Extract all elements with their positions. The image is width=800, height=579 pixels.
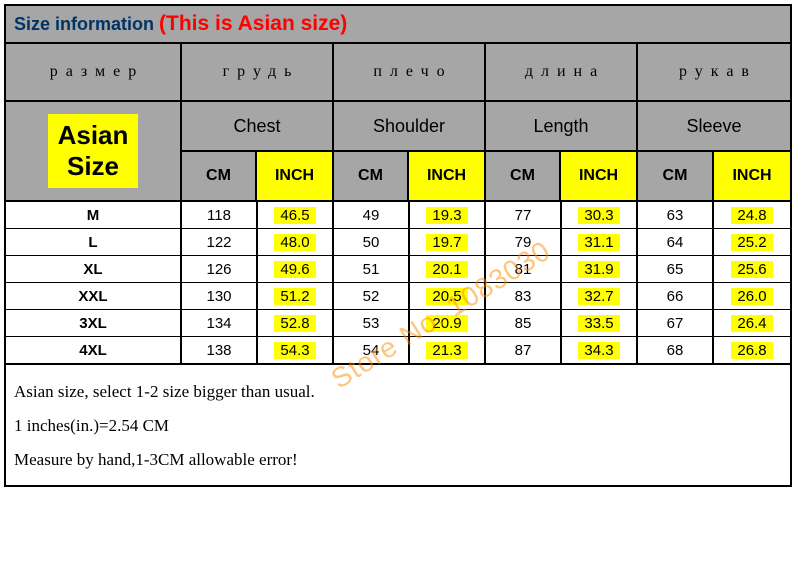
cell-sleeve-cm: 64 — [638, 229, 714, 255]
hdr-rus-chest: грудь — [182, 44, 334, 100]
cell-shoulder-cm: 51 — [334, 256, 410, 282]
cell-sleeve-in: 24.8 — [714, 202, 790, 228]
cell-length-in: 33.5 — [562, 310, 638, 336]
unit-cm: CM — [334, 152, 409, 200]
cell-sleeve-cm: 67 — [638, 310, 714, 336]
cell-shoulder-in: 21.3 — [410, 337, 486, 363]
cell-sleeve-cm: 63 — [638, 202, 714, 228]
table-row: XL12649.65120.18131.96525.6 — [6, 256, 790, 283]
col-chest: Chest CM INCH — [182, 102, 334, 200]
cell-chest-in: 48.0 — [258, 229, 334, 255]
cell-length-cm: 79 — [486, 229, 562, 255]
cell-length-cm: 87 — [486, 337, 562, 363]
label-length: Length — [486, 102, 636, 152]
label-shoulder: Shoulder — [334, 102, 484, 152]
label-chest: Chest — [182, 102, 332, 152]
unit-cm: CM — [486, 152, 561, 200]
cell-chest-cm: 134 — [182, 310, 258, 336]
note-line3: Measure by hand,1-3CM allowable error! — [14, 443, 782, 477]
cell-size: 3XL — [6, 310, 182, 336]
title-bar: Size information (This is Asian size) — [6, 6, 790, 44]
cell-shoulder-in: 19.7 — [410, 229, 486, 255]
table-row: L12248.05019.77931.16425.2 — [6, 229, 790, 256]
cell-length-in: 34.3 — [562, 337, 638, 363]
table-row: XXL13051.25220.58332.76626.0 — [6, 283, 790, 310]
cell-shoulder-cm: 54 — [334, 337, 410, 363]
cell-shoulder-in: 19.3 — [410, 202, 486, 228]
cell-chest-in: 49.6 — [258, 256, 334, 282]
cell-shoulder-in: 20.1 — [410, 256, 486, 282]
cell-chest-in: 54.3 — [258, 337, 334, 363]
hdr-rus-size: размер — [6, 44, 182, 100]
cell-shoulder-in: 20.5 — [410, 283, 486, 309]
unit-inch: INCH — [561, 152, 636, 200]
cell-sleeve-in: 26.8 — [714, 337, 790, 363]
title-label: Size information — [14, 14, 154, 34]
table-row: 4XL13854.35421.38734.36826.8 — [6, 337, 790, 365]
cell-length-cm: 81 — [486, 256, 562, 282]
cell-chest-in: 46.5 — [258, 202, 334, 228]
cell-sleeve-in: 26.0 — [714, 283, 790, 309]
cell-length-cm: 83 — [486, 283, 562, 309]
col-sleeve: Sleeve CM INCH — [638, 102, 790, 200]
unit-cm: CM — [638, 152, 714, 200]
asian-size-cell: Asian Size — [6, 102, 182, 200]
cell-length-cm: 77 — [486, 202, 562, 228]
cell-length-in: 31.1 — [562, 229, 638, 255]
unit-inch: INCH — [257, 152, 332, 200]
hdr-rus-length: длина — [486, 44, 638, 100]
hdr-rus-shoulder: плечо — [334, 44, 486, 100]
label-sleeve: Sleeve — [638, 102, 790, 152]
unit-inch: INCH — [409, 152, 484, 200]
cell-chest-cm: 118 — [182, 202, 258, 228]
table-row: M11846.54919.37730.36324.8 — [6, 202, 790, 229]
cell-sleeve-cm: 65 — [638, 256, 714, 282]
note-line1: Asian size, select 1-2 size bigger than … — [14, 375, 782, 409]
cell-shoulder-cm: 53 — [334, 310, 410, 336]
asian-line2: Size — [67, 151, 119, 181]
cell-length-in: 32.7 — [562, 283, 638, 309]
unit-cm: CM — [182, 152, 257, 200]
cell-chest-in: 51.2 — [258, 283, 334, 309]
cell-shoulder-cm: 50 — [334, 229, 410, 255]
cell-chest-cm: 138 — [182, 337, 258, 363]
cell-shoulder-cm: 49 — [334, 202, 410, 228]
cell-chest-cm: 126 — [182, 256, 258, 282]
cell-shoulder-cm: 52 — [334, 283, 410, 309]
cell-size: XL — [6, 256, 182, 282]
cell-size: 4XL — [6, 337, 182, 363]
cell-sleeve-in: 25.2 — [714, 229, 790, 255]
col-length: Length CM INCH — [486, 102, 638, 200]
cell-sleeve-in: 26.4 — [714, 310, 790, 336]
unit-inch: INCH — [714, 152, 790, 200]
cell-size: M — [6, 202, 182, 228]
cell-chest-cm: 122 — [182, 229, 258, 255]
cell-length-cm: 85 — [486, 310, 562, 336]
cell-size: XXL — [6, 283, 182, 309]
notes: Asian size, select 1-2 size bigger than … — [6, 365, 790, 485]
size-chart: Size information (This is Asian size) ра… — [4, 4, 792, 487]
hdr-rus-sleeve: рукав — [638, 44, 790, 100]
cell-length-in: 30.3 — [562, 202, 638, 228]
cell-length-in: 31.9 — [562, 256, 638, 282]
asian-size-label: Asian Size — [48, 114, 139, 188]
col-shoulder: Shoulder CM INCH — [334, 102, 486, 200]
header-row-russian: размер грудь плечо длина рукав — [6, 44, 790, 102]
header-row-english: Asian Size Chest CM INCH Shoulder CM INC… — [6, 102, 790, 202]
table-row: 3XL13452.85320.98533.56726.4 — [6, 310, 790, 337]
asian-line1: Asian — [58, 120, 129, 150]
cell-sleeve-cm: 68 — [638, 337, 714, 363]
cell-shoulder-in: 20.9 — [410, 310, 486, 336]
cell-size: L — [6, 229, 182, 255]
data-body: M11846.54919.37730.36324.8L12248.05019.7… — [6, 202, 790, 365]
note-line2: 1 inches(in.)=2.54 CM — [14, 409, 782, 443]
cell-sleeve-cm: 66 — [638, 283, 714, 309]
cell-sleeve-in: 25.6 — [714, 256, 790, 282]
cell-chest-in: 52.8 — [258, 310, 334, 336]
title-note: (This is Asian size) — [159, 12, 347, 35]
cell-chest-cm: 130 — [182, 283, 258, 309]
